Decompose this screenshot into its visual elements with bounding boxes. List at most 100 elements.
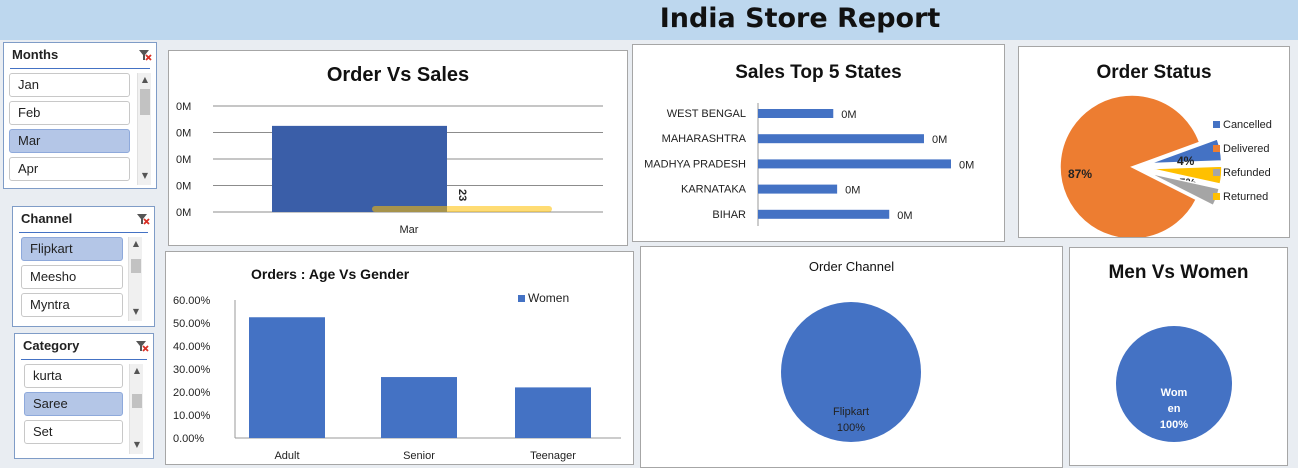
legend-label: Women <box>528 291 569 305</box>
chevron-up-icon[interactable]: ▲ <box>132 239 140 248</box>
data-label: Flipkart <box>833 406 869 418</box>
bar-senior <box>381 377 457 438</box>
legend-swatch <box>1213 145 1220 152</box>
slicer-item-mar[interactable]: Mar <box>9 129 130 153</box>
states-plot: WEST BENGAL 0M MAHARASHTRA 0M MADHYA PRADESH… <box>644 103 974 226</box>
chart-title: Order Vs Sales <box>326 64 470 86</box>
data-label: en <box>1168 403 1181 415</box>
data-label: 0M <box>841 109 856 121</box>
slicer-item-flipkart[interactable]: Flipkart <box>21 237 123 261</box>
chart-title: Order Status <box>1096 62 1212 83</box>
data-label: 0M <box>845 185 860 197</box>
channel-slicer: Channel Flipkart Meesho Myntra ▲ ▼ <box>12 206 155 327</box>
x-tick-label: Senior <box>403 450 435 462</box>
category-label: BIHAR <box>712 209 746 221</box>
y-tick-label: 0.00% <box>173 433 204 445</box>
data-label: 87% <box>1068 167 1092 181</box>
men-vs-women-chart[interactable]: Men Vs Women Wom en 100% <box>1069 247 1288 466</box>
data-label: Wom <box>1161 387 1188 399</box>
category-label: MAHARASHTRA <box>662 133 747 145</box>
chevron-down-icon[interactable]: ▼ <box>133 440 141 449</box>
channel-slicer-title: Channel <box>19 207 148 233</box>
channel-scrollbar[interactable]: ▲ ▼ <box>128 237 142 321</box>
bar-teenager <box>515 387 591 438</box>
age-vs-gender-chart[interactable]: Orders : Age Vs Gender 0.00% 10.00% 20.00%… <box>165 251 634 465</box>
y-tick-label: 0M <box>176 207 191 219</box>
legend-swatch <box>518 295 525 302</box>
clear-filter-icon[interactable] <box>136 212 150 226</box>
category-label: WEST BENGAL <box>667 108 746 120</box>
pie-slice-delivered <box>1059 94 1201 237</box>
pie-slice-flipkart <box>781 302 921 442</box>
chart-title: Orders : Age Vs Gender <box>251 266 410 282</box>
x-tick-label: Adult <box>274 450 299 462</box>
chart-title: Order Channel <box>808 259 895 274</box>
pie-slice-cancelled <box>1149 137 1223 165</box>
y-tick-label: 0M <box>176 128 191 140</box>
category-label: MADHYA PRADESH <box>644 158 746 170</box>
x-tick-label: Teenager <box>530 450 576 462</box>
chart-title: Sales Top 5 States <box>735 62 902 83</box>
sales-top5-states-chart[interactable]: Sales Top 5 States WEST BENGAL 0M MAHARASH… <box>632 44 1005 242</box>
slicer-item-feb[interactable]: Feb <box>9 101 130 125</box>
order-vs-sales-chart[interactable]: Order Vs Sales 0M 0M 0M 0M 0M 23 Mar <box>168 50 628 246</box>
state-bar <box>758 184 838 194</box>
category-slicer-title: Category <box>21 334 147 360</box>
state-bar <box>758 109 834 118</box>
y-tick-label: 0M <box>176 181 191 193</box>
months-slicer-title: Months <box>10 43 150 69</box>
legend-swatch <box>1213 169 1220 176</box>
chevron-up-icon[interactable]: ▲ <box>133 366 141 375</box>
y-tick-label: 0M <box>176 154 191 166</box>
chart-title: Men Vs Women <box>1108 262 1249 283</box>
slicer-item-myntra[interactable]: Myntra <box>21 293 123 317</box>
age-gender-plot: 0.00% 10.00% 20.00% 30.00% 40.00% 50.00% 60.00… <box>173 291 621 462</box>
pie-slice-women <box>1116 326 1232 442</box>
state-bar <box>758 159 951 169</box>
slicer-item-saree[interactable]: Saree <box>24 392 123 416</box>
y-tick-label: 20.00% <box>173 387 211 399</box>
months-slicer: Months Jan Feb Mar Apr ▲ ▼ <box>3 42 157 189</box>
legend-swatch <box>1213 193 1220 200</box>
chevron-down-icon[interactable]: ▼ <box>141 171 149 180</box>
legend-label: Cancelled <box>1223 119 1272 131</box>
slicer-item-apr[interactable]: Apr <box>9 157 130 181</box>
data-label: 0M <box>932 134 947 146</box>
y-tick-label: 60.00% <box>173 295 211 307</box>
chevron-up-icon[interactable]: ▲ <box>141 75 149 84</box>
legend-label: Delivered <box>1223 143 1269 155</box>
data-label: 0M <box>959 159 974 171</box>
slicer-item-jan[interactable]: Jan <box>9 73 130 97</box>
report-title: India Store Report <box>659 3 941 34</box>
category-slicer: Category kurta Saree Set ▲ ▼ <box>14 333 154 459</box>
data-label: 100% <box>1160 419 1188 431</box>
order-status-chart[interactable]: Order Status 5%4%4%87%CancelledDelivered… <box>1018 46 1290 238</box>
y-tick-label: 40.00% <box>173 341 211 353</box>
y-tick-label: 50.00% <box>173 318 211 330</box>
category-scrollbar[interactable]: ▲ ▼ <box>129 364 143 454</box>
months-scrollbar[interactable]: ▲ ▼ <box>137 73 151 185</box>
y-tick-label: 30.00% <box>173 364 211 376</box>
order-channel-chart[interactable]: Order Channel Flipkart 100% <box>640 246 1063 468</box>
order-vs-sales-plot: 0M 0M 0M 0M 0M 23 Mar <box>176 101 603 236</box>
scroll-thumb[interactable] <box>132 394 142 408</box>
clear-filter-icon[interactable] <box>135 339 149 353</box>
report-banner: India Store Report <box>0 0 1298 40</box>
chevron-down-icon[interactable]: ▼ <box>132 307 140 316</box>
slicer-item-set[interactable]: Set <box>24 420 123 444</box>
state-bar <box>758 134 924 144</box>
data-label: 4% <box>1177 154 1195 168</box>
data-label: 100% <box>837 422 865 434</box>
state-bar <box>758 209 890 219</box>
legend-label: Refunded <box>1223 167 1271 179</box>
y-tick-label: 10.00% <box>173 410 211 422</box>
data-label: 23 <box>456 189 468 201</box>
data-label: 0M <box>897 210 912 222</box>
clear-filter-icon[interactable] <box>138 48 152 62</box>
men-women-plot: Wom en 100% <box>1116 326 1232 442</box>
scroll-thumb[interactable] <box>140 89 150 115</box>
slicer-item-meesho[interactable]: Meesho <box>21 265 123 289</box>
slicer-item-kurta[interactable]: kurta <box>24 364 123 388</box>
scroll-thumb[interactable] <box>131 259 141 273</box>
order-channel-plot: Flipkart 100% <box>781 302 921 442</box>
